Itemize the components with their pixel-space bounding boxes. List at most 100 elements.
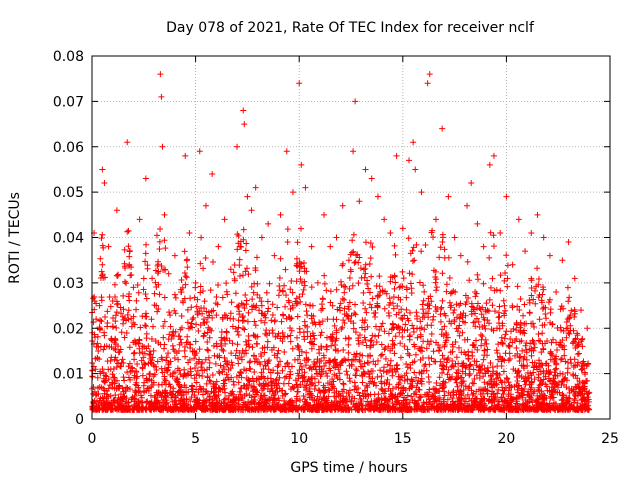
data-point	[158, 93, 165, 100]
data-point-dense	[396, 379, 403, 386]
data-point-dense	[382, 395, 389, 402]
data-point-dense	[466, 383, 473, 390]
data-point-dense	[458, 374, 465, 381]
data-point-dense	[469, 392, 476, 399]
data-point-dense	[131, 321, 138, 328]
data-point-dense	[263, 289, 270, 296]
data-point-dense	[154, 232, 161, 239]
data-point-dense	[509, 304, 516, 311]
data-point-dense	[159, 369, 166, 376]
data-point-dense	[432, 273, 439, 280]
data-point-dense	[221, 312, 228, 319]
data-point-dense	[115, 349, 122, 356]
data-point-dense	[229, 398, 236, 405]
data-point-dense	[285, 380, 292, 387]
data-point-dense	[574, 361, 581, 368]
data-point-dense	[406, 385, 413, 392]
data-point-dense	[165, 381, 172, 388]
data-point-dense	[341, 296, 348, 303]
data-point-dense	[416, 279, 423, 286]
data-point-dense	[581, 403, 588, 410]
data-point-dense	[432, 279, 439, 286]
data-point-dense	[150, 361, 157, 368]
data-point-dense	[350, 325, 357, 332]
data-point-dense	[341, 320, 348, 327]
data-point-dense	[220, 380, 227, 387]
data-point-dense	[399, 268, 406, 275]
data-point-dense	[110, 315, 117, 322]
data-point-dense	[302, 301, 309, 308]
data-point-dense	[179, 406, 186, 413]
data-point-dense	[243, 265, 250, 272]
data-point-dense	[424, 338, 431, 345]
data-point-dense	[148, 316, 155, 323]
data-point-dense	[495, 320, 502, 327]
data-point-dense	[454, 387, 461, 394]
data-point-dense	[513, 319, 520, 326]
data-point-dense	[449, 362, 456, 369]
data-point-dense	[287, 371, 294, 378]
data-point-dense	[558, 303, 565, 310]
data-point-dense	[407, 309, 414, 316]
data-point-dense	[304, 312, 311, 319]
data-point-dense	[104, 320, 111, 327]
data-point-dense	[436, 254, 443, 261]
data-point-dense	[342, 335, 349, 342]
data-point-dense	[370, 381, 377, 388]
data-point-dense	[370, 341, 377, 348]
data-point-dense	[372, 361, 379, 368]
data-point	[105, 243, 112, 250]
data-point-dense	[405, 235, 412, 242]
data-point-dense	[235, 240, 242, 247]
data-point-dense	[190, 314, 197, 321]
data-point-dense	[295, 375, 302, 382]
data-point-dense	[436, 347, 443, 354]
data-point-dense	[251, 318, 258, 325]
data-point-dense	[564, 369, 571, 376]
data-point-dense	[339, 357, 346, 364]
data-point-dense	[264, 344, 271, 351]
data-point-dense	[421, 363, 428, 370]
data-point-dense	[128, 315, 135, 322]
data-point-dense	[449, 341, 456, 348]
data-point-dense	[109, 371, 116, 378]
data-point-dense	[320, 395, 327, 402]
data-point-dense	[163, 354, 170, 361]
data-point-dense	[321, 280, 328, 287]
data-point-dense	[400, 275, 407, 282]
data-point-dense	[98, 384, 105, 391]
data-point-dense	[348, 362, 355, 369]
data-point-dense	[189, 348, 196, 355]
data-point-dense	[535, 276, 542, 283]
data-point-dense	[204, 339, 211, 346]
data-point-dense	[330, 378, 337, 385]
data-point-dense	[391, 350, 398, 357]
data-point-dense	[223, 328, 230, 335]
data-point-dense	[453, 325, 460, 332]
data-point-dense	[547, 395, 554, 402]
data-point-dense	[308, 284, 315, 291]
data-point-dense	[367, 344, 374, 351]
data-point-dense	[417, 333, 424, 340]
data-point-dense	[378, 385, 385, 392]
data-point-dense	[538, 378, 545, 385]
data-point-dense	[318, 366, 325, 373]
data-point-dense	[325, 403, 332, 410]
data-point-dense	[353, 252, 360, 259]
data-point-dense	[261, 383, 268, 390]
data-point-dense	[542, 373, 549, 380]
data-point-dense	[517, 296, 524, 303]
data-point-dense	[201, 320, 208, 327]
data-point-dense	[187, 398, 194, 405]
data-point-dense	[267, 405, 274, 412]
data-point-dense	[526, 381, 533, 388]
data-point-dense	[412, 351, 419, 358]
data-point-dense	[479, 333, 486, 340]
data-point-dense	[378, 373, 385, 380]
data-point-dense	[447, 290, 454, 297]
data-point-dense	[288, 363, 295, 370]
data-point-dense	[333, 400, 340, 407]
data-point-dense	[405, 350, 412, 357]
data-point-dense	[293, 295, 300, 302]
data-point-dense	[218, 334, 225, 341]
